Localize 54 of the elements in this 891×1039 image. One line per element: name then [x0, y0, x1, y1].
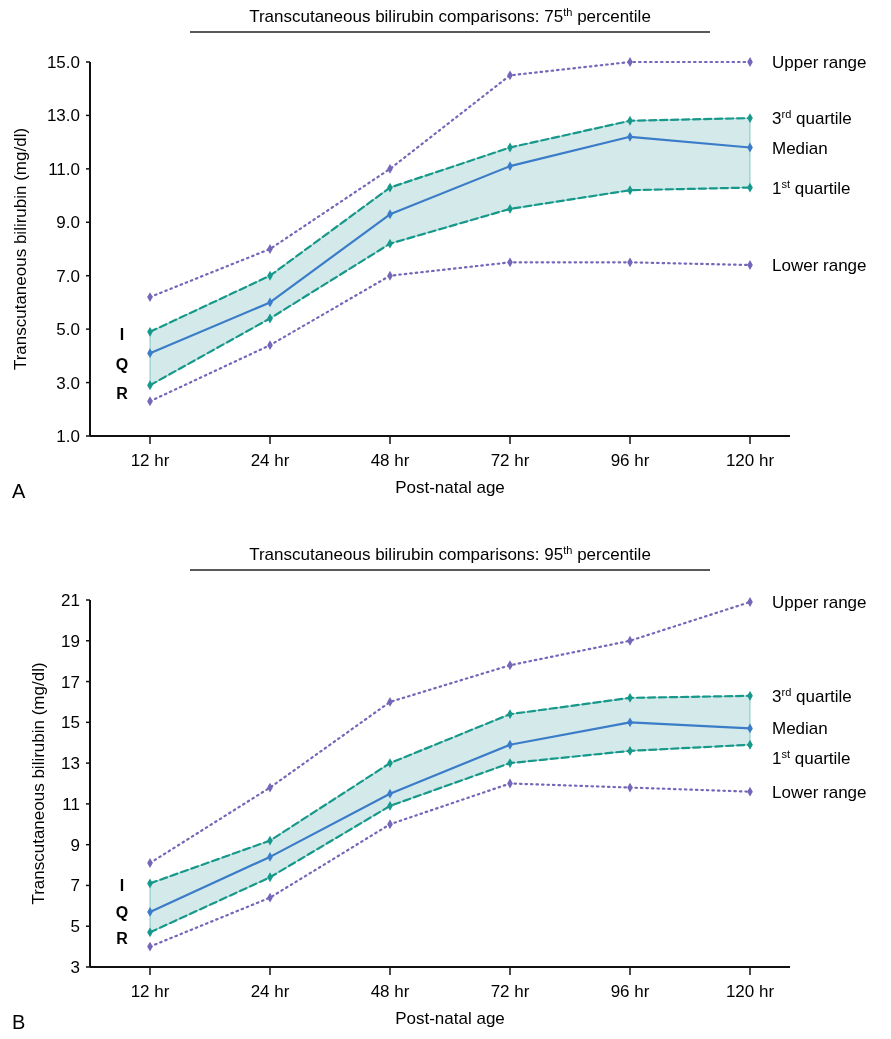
series-label: Median — [772, 719, 828, 739]
y-tick-label: 15 — [61, 713, 80, 733]
chart-title: Transcutaneous bilirubin comparisons: 95$^{th}$ percentile — [249, 544, 651, 564]
annotation: I — [119, 326, 125, 344]
y-tick-label: 11 — [62, 794, 80, 814]
y-tick-label: 17 — [61, 672, 80, 692]
x-tick-label: 48 hr — [370, 451, 410, 470]
y-tick-label: 11.0 — [48, 159, 80, 179]
y-tick-label: 1.0 — [56, 427, 80, 446]
series-label: Lower range — [772, 782, 867, 802]
y-tick-label: 5 — [70, 917, 80, 937]
y-tick-label: 13.0 — [46, 106, 80, 126]
y-tick-label: 3 — [70, 958, 80, 977]
annotation: R — [116, 930, 129, 948]
x-tick-label: 12 hr — [130, 982, 170, 1001]
annotation: Q — [115, 355, 129, 373]
annotation: R — [116, 385, 129, 403]
annotation: Q — [115, 903, 129, 921]
series-label: 1$^{st}$ quartile — [772, 177, 851, 198]
y-tick-label: 19 — [61, 631, 80, 651]
y-tick-label: 13 — [61, 754, 80, 774]
x-tick-label: 120 hr — [725, 982, 775, 1001]
x-tick-label: 12 hr — [130, 451, 170, 470]
y-tick-label: 7 — [70, 876, 80, 896]
y-axis-title: Transcutaneous bilirubin (mg/dl) — [11, 127, 30, 371]
y-tick-label: 21 — [61, 591, 80, 610]
y-tick-label: 9 — [70, 835, 80, 855]
annotation: I — [119, 877, 125, 895]
x-axis-title: Post-natal age — [395, 1009, 505, 1028]
x-tick-label: 24 hr — [250, 982, 290, 1001]
series-label: 3$^{rd}$ quartile — [772, 685, 852, 706]
y-axis-title: Transcutaneous bilirubin (mg/dl) — [29, 662, 48, 905]
series-label: 1$^{st}$ quartile — [772, 748, 851, 769]
y-tick-label: 5.0 — [56, 320, 80, 340]
text: A — [12, 480, 26, 502]
x-axis-title: Post-natal age — [395, 478, 505, 497]
x-tick-label: 48 hr — [370, 982, 410, 1001]
series-label: Median — [772, 139, 828, 159]
y-tick-label: 7.0 — [56, 266, 80, 286]
y-tick-label: 9.0 — [56, 213, 80, 233]
x-tick-label: 72 hr — [490, 451, 530, 470]
text: B — [12, 1011, 26, 1033]
x-tick-label: 96 hr — [610, 451, 650, 470]
series-label: Lower range — [772, 256, 867, 276]
series-label: 3$^{rd}$ quartile — [772, 108, 852, 129]
chart-title: Transcutaneous bilirubin comparisons: 75$^{th}$ percentile — [249, 6, 651, 26]
y-tick-label: 3.0 — [56, 373, 80, 393]
x-tick-label: 120 hr — [725, 451, 775, 470]
series-label: Upper range — [772, 593, 867, 613]
series-label: Upper range — [772, 53, 867, 72]
x-tick-label: 72 hr — [490, 982, 530, 1001]
x-tick-label: 96 hr — [610, 982, 650, 1001]
x-tick-label: 24 hr — [250, 451, 290, 470]
y-tick-label: 15.0 — [46, 53, 80, 72]
